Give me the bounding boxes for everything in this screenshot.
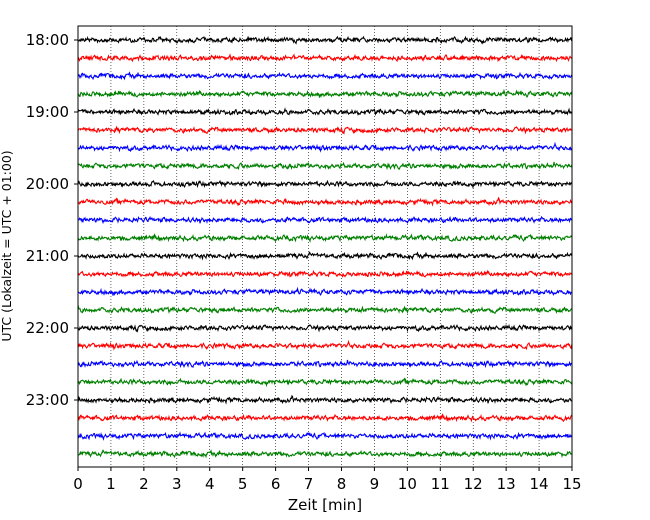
- x-tick-label: 8: [337, 475, 347, 493]
- x-tick-label: 11: [431, 475, 450, 493]
- seismic-trace: [77, 323, 573, 333]
- y-tick-label: 18:00: [26, 31, 69, 49]
- seismic-trace: [77, 233, 573, 243]
- seismic-trace: [77, 377, 573, 388]
- seismic-trace: [77, 413, 573, 423]
- x-tick-label: 14: [530, 475, 549, 493]
- seismic-trace: [77, 449, 573, 459]
- seismic-trace: [77, 251, 573, 261]
- x-tick-label: 3: [172, 475, 182, 493]
- x-tick-label: 0: [73, 475, 83, 493]
- x-tick-label: 1: [106, 475, 116, 493]
- seismic-trace: [77, 71, 573, 81]
- x-tick-label: 2: [139, 475, 149, 493]
- trace-group: [77, 35, 573, 459]
- seismic-trace: [77, 141, 573, 153]
- x-tick-label: 7: [304, 475, 314, 493]
- x-tick-label: 6: [271, 475, 281, 493]
- seismic-trace: [77, 196, 573, 207]
- y-tick-label: 20:00: [26, 175, 69, 193]
- seismic-trace: [77, 53, 573, 63]
- seismic-trace: [77, 125, 573, 135]
- seismic-trace: [77, 286, 573, 297]
- x-tick-label: 5: [238, 475, 248, 493]
- x-tick-label: 13: [497, 475, 516, 493]
- x-tick-label: 9: [370, 475, 380, 493]
- y-axis-label: UTC (Lokalzeit = UTC + 01:00): [0, 150, 14, 341]
- x-tick-label: 15: [562, 475, 581, 493]
- seismic-trace: [77, 88, 573, 99]
- y-tick-label: 22:00: [26, 319, 69, 337]
- seismic-trace: [77, 161, 573, 171]
- plot-frame: [77, 25, 573, 468]
- y-axis-ticks: 18:00 19:00 20:00 21:00 22:00 23:00: [26, 31, 78, 409]
- x-tick-label: 10: [398, 475, 417, 493]
- seismic-trace: [77, 431, 573, 441]
- y-tick-label: 23:00: [26, 391, 69, 409]
- seismic-trace: [77, 107, 573, 116]
- seismic-trace: [77, 359, 573, 369]
- seismic-trace: [77, 215, 573, 225]
- seismic-trace: [77, 339, 573, 351]
- seismic-trace: [77, 305, 573, 315]
- y-tick-label: 19:00: [26, 103, 69, 121]
- seismic-trace: [77, 394, 573, 405]
- x-axis-ticks: 0 1 2 3 4 5 6 7 8 9 10 11 12 13 14 15: [73, 467, 582, 493]
- x-axis-label: Zeit [min]: [288, 496, 362, 514]
- seismic-trace: [77, 269, 573, 279]
- x-tick-label: 4: [205, 475, 215, 493]
- y-tick-label: 21:00: [26, 247, 69, 265]
- seismic-trace: [77, 179, 573, 190]
- x-tick-label: 12: [464, 475, 483, 493]
- seismic-trace: [77, 35, 573, 45]
